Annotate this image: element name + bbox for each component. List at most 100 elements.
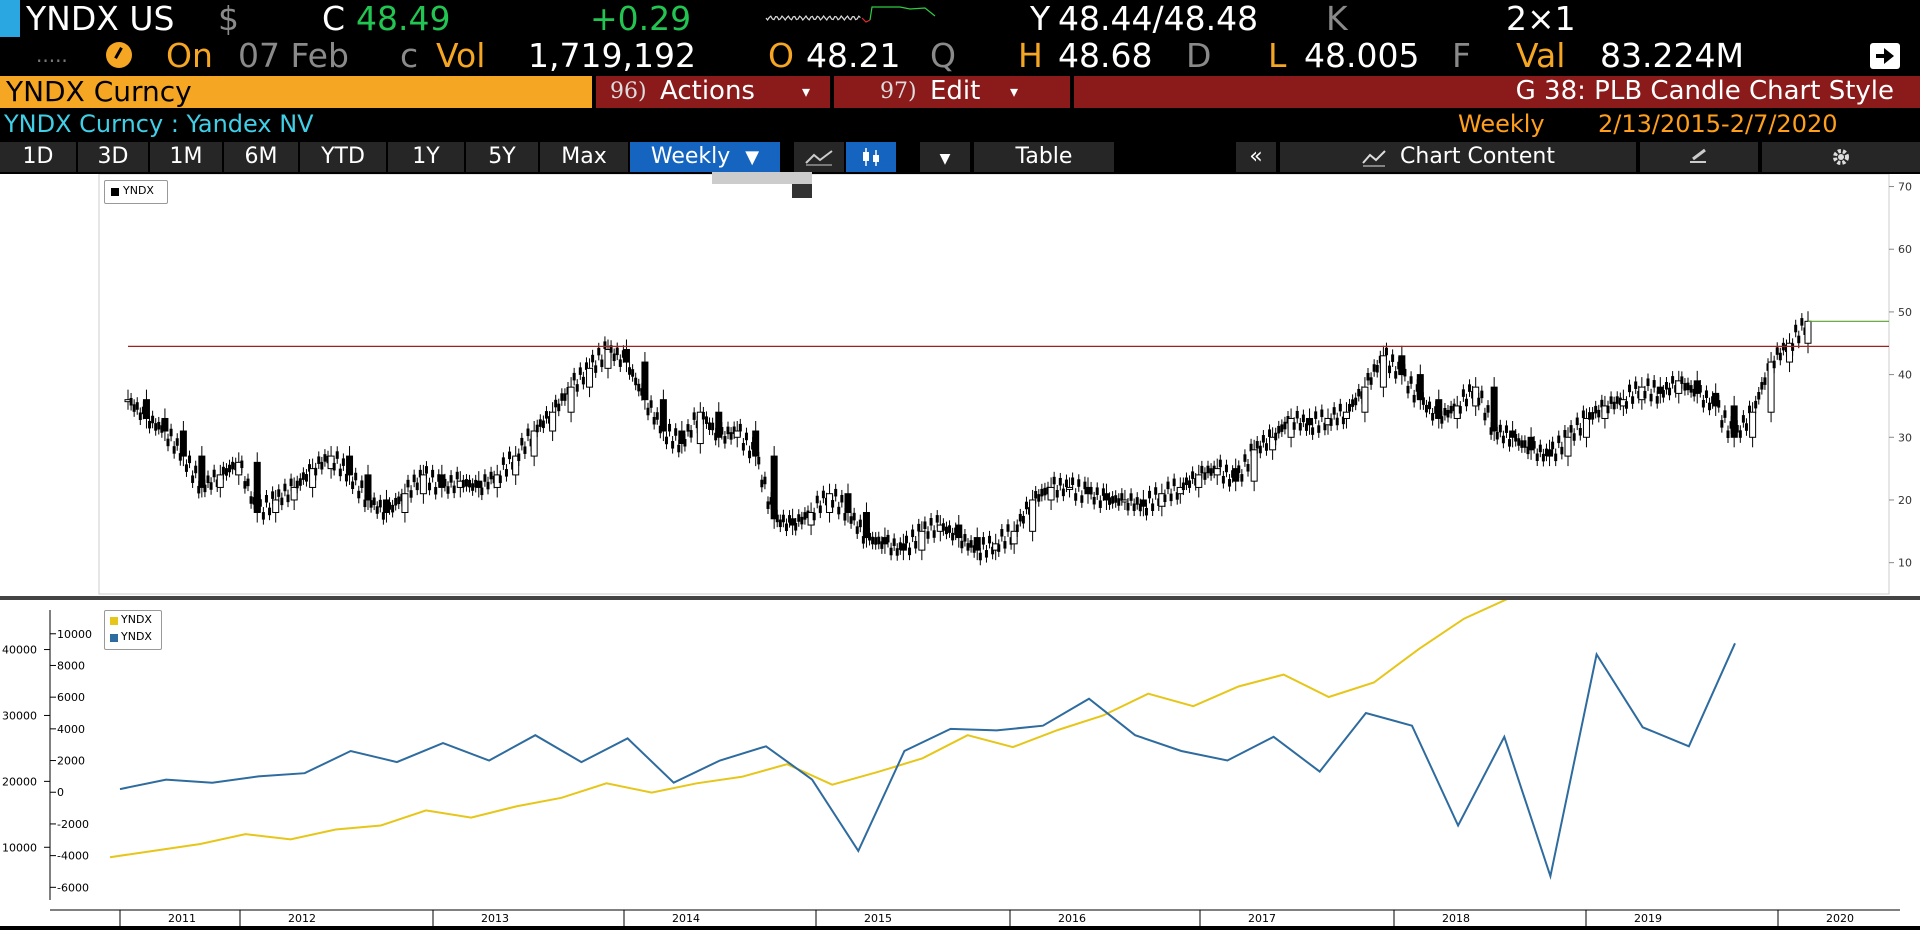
candle	[1508, 439, 1512, 447]
candle	[951, 532, 955, 541]
range-3d-button[interactable]: 3D	[78, 142, 148, 172]
range-ytd-button[interactable]: YTD	[300, 142, 386, 172]
right-tick-label: 6000	[57, 691, 85, 704]
x-tick-label: 2013	[481, 912, 509, 925]
legend[interactable]: YNDX	[104, 180, 168, 204]
chart-type-dropdown[interactable]: ▼	[920, 142, 970, 172]
candle	[1221, 475, 1225, 484]
line-chart-icon[interactable]	[794, 142, 844, 172]
date: 07 Feb	[238, 36, 349, 75]
panel-divider[interactable]	[0, 596, 1920, 600]
legend[interactable]: YNDX YNDX	[104, 610, 162, 650]
candlestick-icon[interactable]	[846, 142, 896, 172]
candle	[1224, 464, 1228, 473]
chart-content-button[interactable]: Chart Content	[1280, 142, 1636, 172]
candle	[748, 450, 752, 459]
right-tick-label: 4000	[57, 723, 85, 736]
candle	[591, 354, 595, 363]
candle	[918, 530, 926, 551]
ticker[interactable]: YNDX US	[26, 0, 175, 38]
chevron-down-icon: ▾	[1010, 82, 1019, 101]
candle	[418, 469, 422, 478]
candle	[1203, 472, 1207, 480]
candle	[1686, 382, 1690, 391]
candle	[997, 544, 1001, 552]
candle	[1551, 441, 1555, 450]
candle	[1154, 487, 1158, 495]
left-tick-label: 10000	[2, 841, 37, 854]
candle	[308, 464, 312, 472]
x-tick-label: 2017	[1248, 912, 1276, 925]
candle	[194, 465, 198, 474]
candle	[600, 359, 604, 368]
candle	[364, 474, 372, 501]
candle	[1431, 413, 1435, 421]
security-box[interactable]: YNDX Curncy	[0, 75, 592, 108]
candle	[1403, 368, 1407, 377]
candle	[1351, 399, 1355, 407]
range-1d-button[interactable]: 1D	[0, 142, 76, 172]
x-tick-label: 2011	[168, 912, 196, 925]
candle	[1052, 476, 1056, 485]
line-chart[interactable]: 10000 20000 30000 40000 -6000 -4000 -2000 0 2000…	[0, 471, 1920, 926]
edit-chart-icon[interactable]	[1640, 142, 1758, 172]
candle	[1720, 420, 1724, 428]
range-max-button[interactable]: Max	[540, 142, 628, 172]
candle	[369, 500, 373, 508]
candle	[148, 420, 152, 429]
candle	[1391, 354, 1395, 362]
candle	[272, 499, 280, 514]
candle	[166, 438, 170, 447]
candle	[1520, 440, 1524, 448]
candle	[1264, 443, 1268, 451]
candle	[886, 534, 890, 543]
candle	[1144, 507, 1148, 516]
candle	[1440, 416, 1444, 424]
candle	[1428, 401, 1432, 410]
candle	[944, 526, 948, 535]
candle	[969, 540, 973, 548]
range-6m-button[interactable]: 6M	[224, 142, 298, 172]
candle	[732, 426, 736, 435]
candle	[973, 537, 981, 551]
settings-gear-icon[interactable]	[1762, 142, 1920, 172]
speedometer-icon[interactable]	[106, 42, 132, 68]
collapse-icon[interactable]: «	[1236, 142, 1276, 172]
annotation-toolbar[interactable]	[712, 172, 812, 184]
candle	[1797, 335, 1801, 344]
y-tick-label: 40	[1898, 369, 1912, 382]
candle	[584, 362, 588, 370]
candle	[966, 543, 970, 551]
candle	[1342, 411, 1350, 419]
candle	[1021, 515, 1025, 524]
price-chart-panel[interactable]: 10 20 30 40 50 60 70 YNDX	[0, 172, 1920, 596]
candlestick-chart[interactable]: 10 20 30 40 50 60 70	[0, 173, 1920, 596]
indicator-chart-panel[interactable]: 10000 20000 30000 40000 -6000 -4000 -2000 0 2000…	[0, 471, 1920, 926]
candle	[344, 473, 348, 482]
candle	[178, 453, 182, 461]
pin-icon[interactable]	[792, 184, 812, 198]
candle	[1375, 364, 1379, 373]
candle	[1175, 492, 1179, 500]
candle	[1320, 409, 1324, 418]
candle	[567, 386, 575, 413]
candle	[1723, 410, 1727, 418]
candle	[723, 436, 727, 444]
frequency-dropdown[interactable]: Weekly ▼	[630, 142, 780, 172]
candle	[443, 478, 447, 487]
range-1y-button[interactable]: 1Y	[388, 142, 464, 172]
candle	[1003, 541, 1007, 549]
range-5y-button[interactable]: 5Y	[466, 142, 538, 172]
candle	[1010, 530, 1018, 545]
candle	[618, 359, 622, 367]
edit-menu[interactable]: 97) Edit ▾	[834, 76, 1070, 108]
table-button[interactable]: Table	[974, 142, 1114, 172]
candle	[1649, 393, 1653, 402]
actions-menu[interactable]: 96) Actions ▾	[596, 76, 830, 108]
range-1m-button[interactable]: 1M	[150, 142, 222, 172]
candle	[424, 466, 428, 474]
date-suffix: c	[400, 36, 419, 75]
candle	[1775, 347, 1779, 355]
export-icon[interactable]	[1870, 43, 1900, 69]
right-tick-label: 2000	[57, 755, 85, 768]
